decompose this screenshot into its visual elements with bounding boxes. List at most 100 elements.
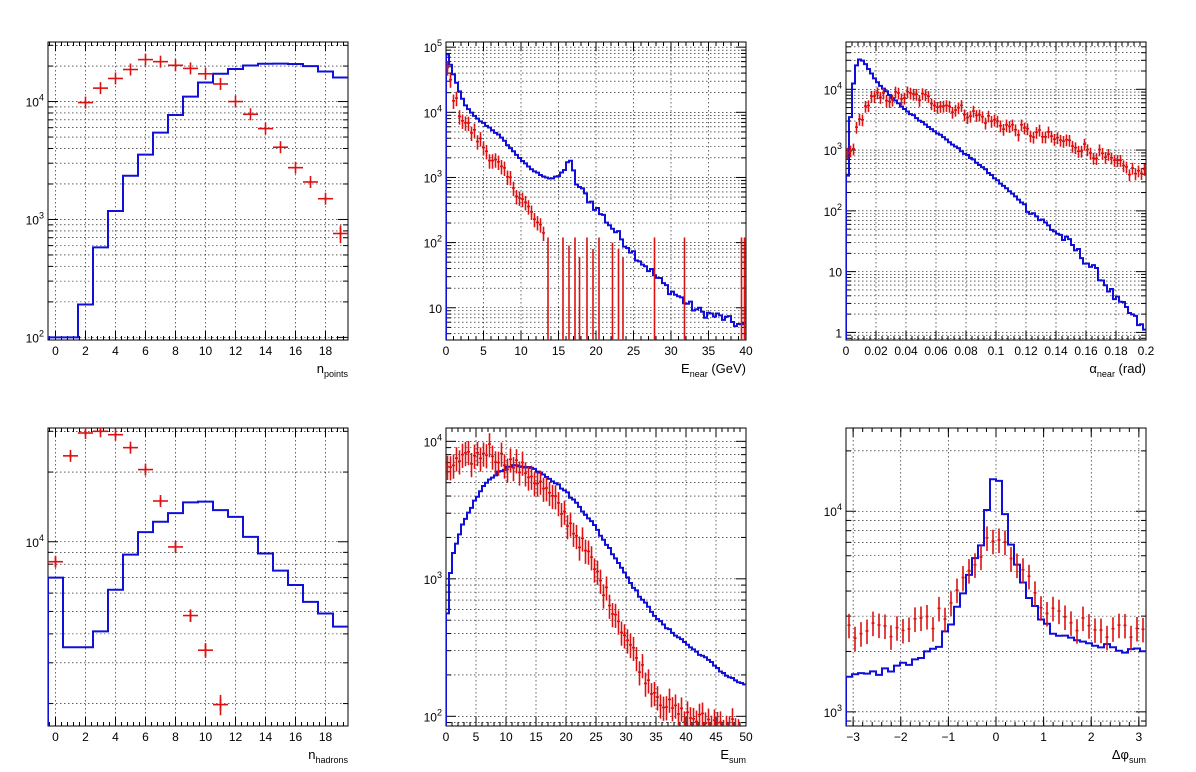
x-tick-label: 30 [619, 730, 633, 744]
x-axis-title-sub: near [1097, 369, 1115, 379]
x-tick-label: 0.18 [1104, 344, 1128, 358]
x-tick-label: −1 [942, 730, 956, 744]
x-axis-title: Esum [720, 747, 746, 765]
x-tick-label: 20 [589, 344, 603, 358]
x-axis-title-main: Δφ [1112, 747, 1129, 762]
x-tick-label: 0 [993, 730, 1000, 744]
x-tick-label: 0 [443, 730, 450, 744]
plot-series-area [846, 58, 1146, 340]
x-tick-label: 6 [142, 344, 149, 358]
series-points [48, 428, 228, 716]
x-tick-label: 10 [499, 730, 513, 744]
plot-series-area [446, 433, 746, 726]
x-axis-title: Enear (GeV) [681, 361, 746, 379]
series-step-line [446, 53, 746, 340]
series-step-line [846, 58, 1146, 340]
x-tick-label: 0 [843, 344, 850, 358]
y-tick-exponent: 4 [437, 432, 442, 442]
y-tick-exponent: 2 [437, 707, 442, 717]
x-tick-label: 4 [112, 730, 119, 744]
plot-series-area [846, 478, 1146, 726]
grid-lines [48, 42, 348, 340]
series-points [446, 433, 740, 726]
x-axis-title-unit: (rad) [1115, 361, 1146, 376]
plot-series-area [446, 53, 746, 340]
x-tick-label: 0.02 [864, 344, 888, 358]
x-tick-label: 4 [112, 344, 119, 358]
x-tick-label: 18 [319, 344, 333, 358]
x-axis-title: Δφsum [1112, 747, 1146, 765]
x-tick-label: 0 [52, 344, 59, 358]
y-tick-exponent: 4 [837, 502, 842, 512]
x-axis-title: npoints [317, 361, 349, 379]
x-tick-label: 35 [702, 344, 716, 358]
series-points [847, 526, 1145, 652]
x-tick-label: 0.04 [894, 344, 918, 358]
x-tick-label: 25 [589, 730, 603, 744]
y-tick-label: 10 [829, 266, 843, 280]
x-tick-label: 15 [529, 730, 543, 744]
x-tick-label: 35 [649, 730, 663, 744]
x-axis-title-sub: near [690, 369, 708, 379]
y-tick-exponent: 2 [437, 234, 442, 244]
x-tick-label: 3 [1136, 730, 1143, 744]
x-tick-label: 12 [229, 730, 243, 744]
x-axis-title-main: α [1089, 361, 1097, 376]
series-points [846, 86, 1146, 182]
series-step-line [48, 500, 348, 726]
x-axis-title: nhadrons [308, 747, 348, 765]
x-tick-label: 2 [82, 730, 89, 744]
y-tick-exponent: 3 [39, 210, 44, 220]
y-tick-exponent: 3 [837, 141, 842, 151]
x-axis-title-main: E [720, 747, 729, 762]
series-step-line [48, 62, 348, 340]
x-tick-label: 6 [142, 730, 149, 744]
series-step-line [846, 478, 1146, 726]
x-axis-title-main: n [317, 361, 324, 376]
x-tick-label: −2 [894, 730, 908, 744]
plot-alphanear: 0 0.02 0.04 0.06 0.08 0.1 0.12 0.14 0.16 0.18 0.2 1… [824, 41, 1155, 379]
x-tick-label: 16 [289, 730, 303, 744]
x-tick-label: 0.08 [954, 344, 978, 358]
y-tick-exponent: 3 [837, 703, 842, 713]
grid-lines [446, 42, 746, 340]
x-tick-label: 10 [199, 730, 213, 744]
x-tick-label: 20 [559, 730, 573, 744]
x-tick-label: 1 [1040, 730, 1047, 744]
y-tick-exponent: 2 [39, 328, 44, 338]
x-axis-title-main: E [681, 361, 690, 376]
x-tick-label: 45 [709, 730, 723, 744]
x-tick-label: 0.16 [1074, 344, 1098, 358]
plot-series-area [48, 53, 348, 340]
x-tick-label: 0.12 [1014, 344, 1038, 358]
x-tick-label: 12 [229, 344, 243, 358]
series-points [78, 53, 348, 244]
y-tick-label: 10 [429, 302, 443, 316]
x-tick-label: 0.1 [988, 344, 1005, 358]
y-tick-exponent: 4 [437, 103, 442, 113]
y-tick-exponent: 4 [837, 80, 842, 90]
x-tick-label: 0 [52, 730, 59, 744]
x-tick-label: 15 [552, 344, 566, 358]
x-tick-label: 8 [172, 730, 179, 744]
x-tick-label: 25 [627, 344, 641, 358]
x-tick-label: 50 [739, 730, 753, 744]
x-axis-title: αnear (rad) [1089, 361, 1146, 379]
x-tick-label: 5 [473, 730, 480, 744]
x-tick-label: 18 [319, 730, 333, 744]
x-tick-label: 10 [199, 344, 213, 358]
x-tick-label: 0.06 [924, 344, 948, 358]
x-tick-label: 2 [1088, 730, 1095, 744]
x-tick-label: 0.14 [1044, 344, 1068, 358]
x-tick-label: 0.2 [1138, 344, 1155, 358]
x-tick-label: 10 [514, 344, 528, 358]
y-tick-exponent: 3 [437, 570, 442, 580]
y-tick-exponent: 4 [39, 533, 44, 543]
